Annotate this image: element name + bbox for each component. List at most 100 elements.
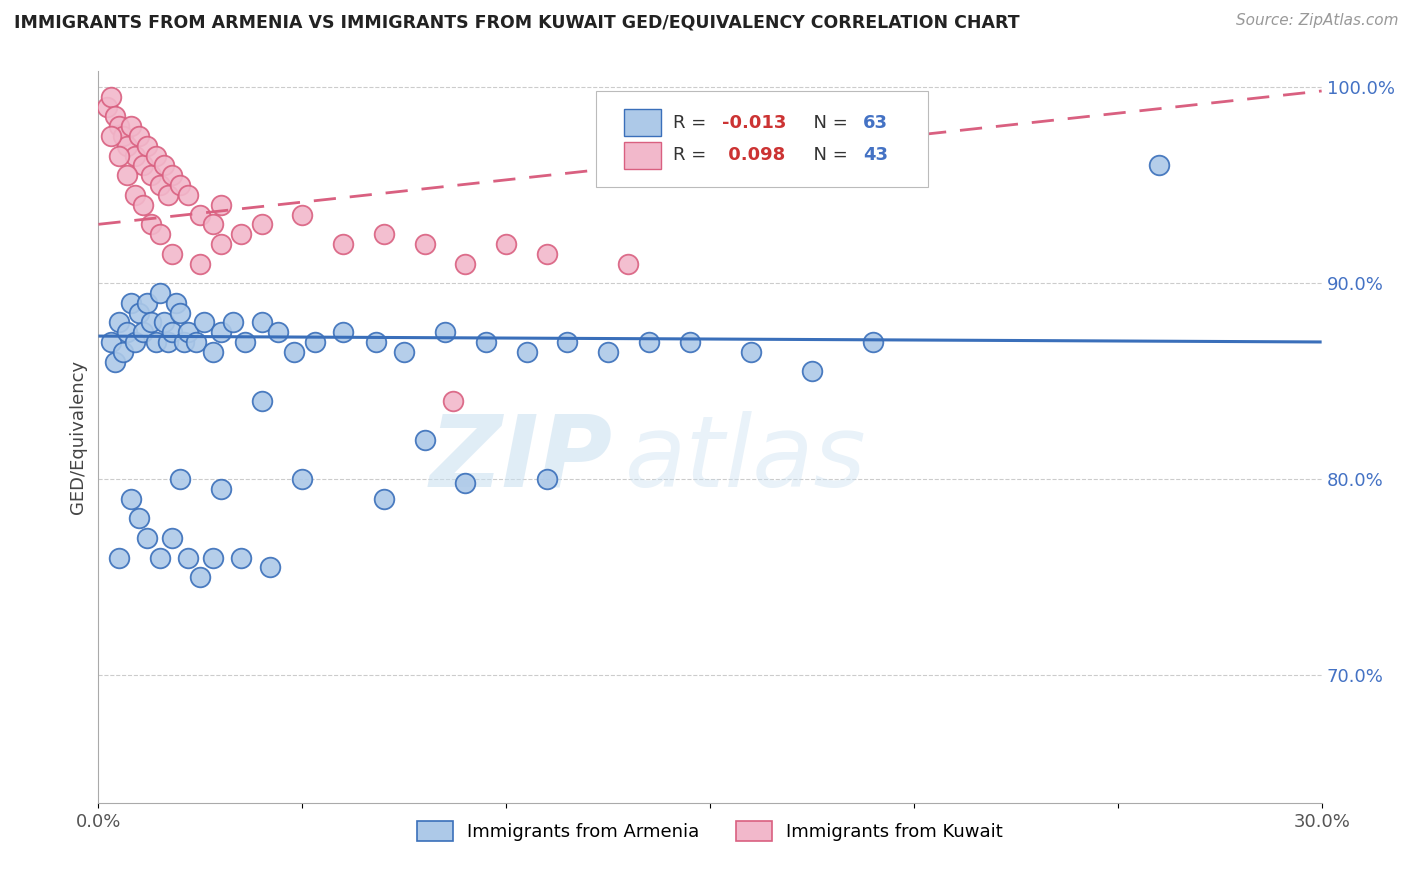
Point: [115, 169, 138, 183]
Point: [740, 344, 762, 359]
Point: [259, 560, 281, 574]
Point: [120, 120, 142, 134]
Point: [141, 217, 163, 231]
Point: [454, 476, 477, 491]
Point: [209, 236, 232, 251]
Point: [177, 550, 200, 565]
Point: [267, 325, 290, 339]
Point: [209, 197, 232, 211]
Point: [250, 393, 273, 408]
Point: [132, 159, 155, 173]
Point: [145, 149, 167, 163]
Point: [156, 334, 179, 349]
Point: [160, 246, 183, 260]
Point: [132, 325, 155, 339]
Text: R =: R =: [673, 146, 713, 164]
Point: [136, 139, 159, 153]
Point: [222, 315, 245, 329]
Point: [169, 305, 191, 319]
FancyBboxPatch shape: [624, 142, 661, 169]
Point: [188, 207, 212, 221]
Point: [108, 315, 131, 329]
Point: [152, 159, 174, 173]
Point: [108, 550, 131, 565]
Point: [136, 295, 159, 310]
Point: [173, 334, 195, 349]
Text: N =: N =: [801, 146, 853, 164]
Point: [104, 110, 127, 124]
Point: [231, 550, 253, 565]
Point: [536, 472, 558, 486]
Point: [637, 334, 661, 349]
Point: [862, 334, 884, 349]
Point: [474, 334, 498, 349]
Point: [801, 364, 824, 378]
Point: [291, 472, 314, 486]
Point: [201, 344, 224, 359]
Text: atlas: atlas: [624, 410, 866, 508]
Point: [250, 217, 273, 231]
Point: [231, 227, 253, 241]
Point: [128, 511, 150, 525]
Point: [160, 531, 183, 545]
Text: Source: ZipAtlas.com: Source: ZipAtlas.com: [1236, 13, 1399, 29]
Point: [332, 236, 354, 251]
Point: [120, 491, 142, 506]
Point: [598, 344, 620, 359]
Point: [156, 187, 179, 202]
Point: [186, 334, 208, 349]
Point: [108, 149, 131, 163]
Point: [291, 207, 314, 221]
Point: [145, 334, 167, 349]
Point: [177, 325, 200, 339]
Point: [100, 90, 122, 104]
Point: [201, 217, 224, 231]
Text: N =: N =: [801, 113, 853, 131]
Point: [679, 334, 702, 349]
Point: [392, 344, 416, 359]
Point: [96, 100, 118, 114]
Point: [617, 256, 640, 270]
Point: [495, 236, 517, 251]
Point: [149, 227, 172, 241]
Point: [132, 197, 155, 211]
Point: [169, 178, 191, 193]
Point: [283, 344, 305, 359]
Point: [128, 129, 150, 144]
Text: 43: 43: [863, 146, 889, 164]
Point: [160, 169, 183, 183]
Point: [100, 129, 122, 144]
Point: [364, 334, 387, 349]
Text: R =: R =: [673, 113, 713, 131]
Y-axis label: GED/Equivalency: GED/Equivalency: [69, 360, 87, 514]
Point: [516, 344, 538, 359]
Point: [124, 334, 146, 349]
Point: [141, 169, 163, 183]
Point: [536, 246, 558, 260]
Point: [104, 354, 127, 368]
Point: [115, 139, 138, 153]
Point: [373, 491, 395, 506]
Legend: Immigrants from Armenia, Immigrants from Kuwait: Immigrants from Armenia, Immigrants from…: [409, 814, 1011, 848]
Point: [120, 295, 142, 310]
Point: [434, 325, 457, 339]
Point: [555, 334, 579, 349]
Point: [177, 187, 200, 202]
Point: [193, 315, 215, 329]
Point: [332, 325, 354, 339]
Point: [209, 325, 232, 339]
Point: [128, 305, 150, 319]
Point: [441, 393, 464, 408]
Point: [169, 472, 191, 486]
Point: [304, 334, 326, 349]
Point: [188, 570, 212, 584]
Point: [373, 227, 395, 241]
Point: [111, 344, 134, 359]
Point: [149, 550, 172, 565]
Text: IMMIGRANTS FROM ARMENIA VS IMMIGRANTS FROM KUWAIT GED/EQUIVALENCY CORRELATION CH: IMMIGRANTS FROM ARMENIA VS IMMIGRANTS FR…: [14, 13, 1019, 31]
Point: [149, 285, 172, 300]
Point: [149, 178, 172, 193]
FancyBboxPatch shape: [596, 91, 928, 187]
Point: [233, 334, 256, 349]
Point: [454, 256, 477, 270]
